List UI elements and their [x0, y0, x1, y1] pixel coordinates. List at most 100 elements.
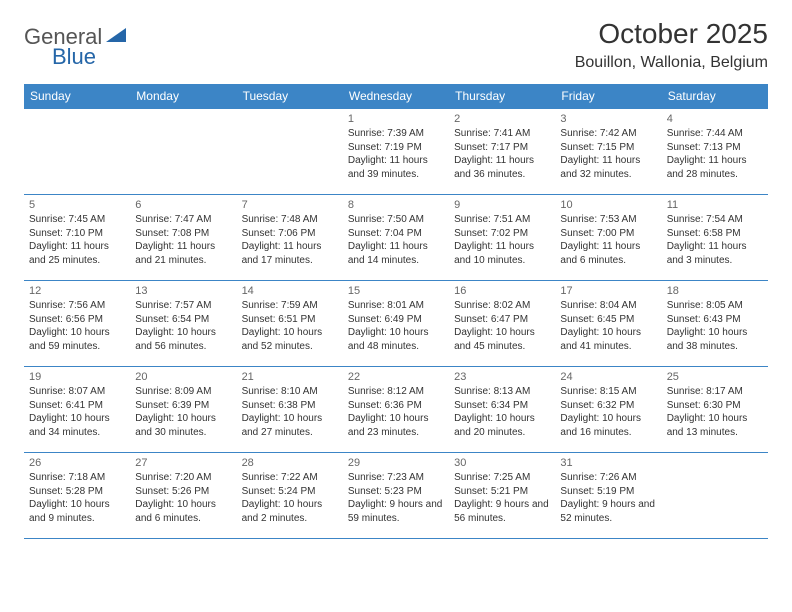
calendar-week-row: 12 Sunrise: 7:56 AMSunset: 6:56 PMDayligh…: [24, 281, 768, 367]
calendar-day-cell: 14 Sunrise: 7:59 AMSunset: 6:51 PMDayligh…: [237, 281, 343, 367]
calendar-day-cell: 27Sunrise: 7:20 AMSunset: 5:26 PMDayligh…: [130, 453, 236, 539]
calendar-day-cell: 18 Sunrise: 8:05 AMSunset: 6:43 PMDayligh…: [662, 281, 768, 367]
calendar-day-cell: 29 Sunrise: 7:23 AMSunset: 5:23 PMDayligh…: [343, 453, 449, 539]
day-number: 29: [348, 457, 444, 469]
day-info: Sunrise: 7:48 AMSunset: 7:06 PMDaylight:…: [242, 213, 338, 267]
calendar-day-cell: 12 Sunrise: 7:56 AMSunset: 6:56 PMDayligh…: [24, 281, 130, 367]
calendar-week-row: 19Sunrise: 8:07 AMSunset: 6:41 PMDayligh…: [24, 367, 768, 453]
calendar-day-cell: 2Sunrise: 7:41 AMSunset: 7:17 PMDaylight…: [449, 109, 555, 195]
day-info: Sunrise: 7:26 AMSunset: 5:19 PMDaylight:…: [560, 471, 656, 525]
day-info: Sunrise: 7:23 AMSunset: 5:23 PMDaylight:…: [348, 471, 444, 525]
weekday-header: Tuesday: [237, 84, 343, 109]
weekday-header: Saturday: [662, 84, 768, 109]
logo-text-blue: Blue: [52, 44, 96, 69]
day-number: 10: [560, 199, 656, 211]
weekday-header: Wednesday: [343, 84, 449, 109]
calendar-week-row: 26 Sunrise: 7:18 AMSunset: 5:28 PMDayligh…: [24, 453, 768, 539]
day-number: 20: [135, 371, 231, 383]
weekday-header: Sunday: [24, 84, 130, 109]
day-number: 8: [348, 199, 444, 211]
calendar-day-cell: 19Sunrise: 8:07 AMSunset: 6:41 PMDayligh…: [24, 367, 130, 453]
calendar-day-cell: 25 Sunrise: 8:17 AMSunset: 6:30 PMDayligh…: [662, 367, 768, 453]
calendar-day-cell: 3 Sunrise: 7:42 AMSunset: 7:15 PMDaylight…: [555, 109, 661, 195]
calendar-day-cell: 24 Sunrise: 8:15 AMSunset: 6:32 PMDayligh…: [555, 367, 661, 453]
weekday-header: Monday: [130, 84, 236, 109]
calendar-day-cell: 7 Sunrise: 7:48 AMSunset: 7:06 PMDaylight…: [237, 195, 343, 281]
calendar-day-cell: 13Sunrise: 7:57 AMSunset: 6:54 PMDayligh…: [130, 281, 236, 367]
day-number: 12: [29, 285, 125, 297]
day-info: Sunrise: 7:54 AMSunset: 6:58 PMDaylight:…: [667, 213, 763, 267]
day-number: 30: [454, 457, 550, 469]
calendar-day-cell: 22Sunrise: 8:12 AMSunset: 6:36 PMDayligh…: [343, 367, 449, 453]
calendar-day-cell: 30 Sunrise: 7:25 AMSunset: 5:21 PMDayligh…: [449, 453, 555, 539]
day-number: 31: [560, 457, 656, 469]
day-info: Sunrise: 7:39 AMSunset: 7:19 PMDaylight:…: [348, 127, 444, 181]
calendar-day-cell: 10 Sunrise: 7:53 AMSunset: 7:00 PMDayligh…: [555, 195, 661, 281]
day-info: Sunrise: 8:13 AMSunset: 6:34 PMDaylight:…: [454, 385, 550, 439]
day-number: 28: [242, 457, 338, 469]
calendar-day-cell: [130, 109, 236, 195]
weekday-header: Thursday: [449, 84, 555, 109]
day-info: Sunrise: 7:53 AMSunset: 7:00 PMDaylight:…: [560, 213, 656, 267]
day-number: 7: [242, 199, 338, 211]
day-info: Sunrise: 8:04 AMSunset: 6:45 PMDaylight:…: [560, 299, 656, 353]
calendar-week-row: 1 Sunrise: 7:39 AMSunset: 7:19 PMDaylight…: [24, 109, 768, 195]
logo-triangle-icon: [106, 26, 128, 49]
calendar-day-cell: [24, 109, 130, 195]
day-number: 17: [560, 285, 656, 297]
day-info: Sunrise: 8:05 AMSunset: 6:43 PMDaylight:…: [667, 299, 763, 353]
calendar-day-cell: 4Sunrise: 7:44 AMSunset: 7:13 PMDaylight…: [662, 109, 768, 195]
day-info: Sunrise: 7:51 AMSunset: 7:02 PMDaylight:…: [454, 213, 550, 267]
day-number: 14: [242, 285, 338, 297]
day-info: Sunrise: 7:20 AMSunset: 5:26 PMDaylight:…: [135, 471, 231, 525]
weekday-header: Friday: [555, 84, 661, 109]
day-number: 1: [348, 113, 444, 125]
day-number: 6: [135, 199, 231, 211]
title-block: October 2025 Bouillon, Wallonia, Belgium: [575, 18, 768, 72]
day-info: Sunrise: 7:44 AMSunset: 7:13 PMDaylight:…: [667, 127, 763, 181]
day-number: 15: [348, 285, 444, 297]
day-number: 3: [560, 113, 656, 125]
calendar-day-cell: 28 Sunrise: 7:22 AMSunset: 5:24 PMDayligh…: [237, 453, 343, 539]
calendar-day-cell: 15 Sunrise: 8:01 AMSunset: 6:49 PMDayligh…: [343, 281, 449, 367]
calendar-week-row: 5Sunrise: 7:45 AMSunset: 7:10 PMDaylight…: [24, 195, 768, 281]
logo-blue-wrap: Blue: [52, 44, 96, 70]
day-number: 22: [348, 371, 444, 383]
day-number: 2: [454, 113, 550, 125]
day-number: 9: [454, 199, 550, 211]
calendar-day-cell: 9 Sunrise: 7:51 AMSunset: 7:02 PMDaylight…: [449, 195, 555, 281]
day-number: 26: [29, 457, 125, 469]
day-info: Sunrise: 7:45 AMSunset: 7:10 PMDaylight:…: [29, 213, 125, 267]
day-info: Sunrise: 8:17 AMSunset: 6:30 PMDaylight:…: [667, 385, 763, 439]
calendar-day-cell: 6Sunrise: 7:47 AMSunset: 7:08 PMDaylight…: [130, 195, 236, 281]
day-info: Sunrise: 7:18 AMSunset: 5:28 PMDaylight:…: [29, 471, 125, 525]
calendar-day-cell: [237, 109, 343, 195]
calendar-day-cell: 1 Sunrise: 7:39 AMSunset: 7:19 PMDaylight…: [343, 109, 449, 195]
day-number: 19: [29, 371, 125, 383]
page-header: General October 2025 Bouillon, Wallonia,…: [24, 18, 768, 72]
day-number: 25: [667, 371, 763, 383]
day-info: Sunrise: 7:25 AMSunset: 5:21 PMDaylight:…: [454, 471, 550, 525]
calendar-day-cell: [662, 453, 768, 539]
day-info: Sunrise: 7:42 AMSunset: 7:15 PMDaylight:…: [560, 127, 656, 181]
day-number: 24: [560, 371, 656, 383]
day-number: 16: [454, 285, 550, 297]
day-info: Sunrise: 7:22 AMSunset: 5:24 PMDaylight:…: [242, 471, 338, 525]
day-info: Sunrise: 8:02 AMSunset: 6:47 PMDaylight:…: [454, 299, 550, 353]
day-info: Sunrise: 7:50 AMSunset: 7:04 PMDaylight:…: [348, 213, 444, 267]
day-number: 18: [667, 285, 763, 297]
calendar-day-cell: 20 Sunrise: 8:09 AMSunset: 6:39 PMDayligh…: [130, 367, 236, 453]
calendar-day-cell: 21Sunrise: 8:10 AMSunset: 6:38 PMDayligh…: [237, 367, 343, 453]
day-info: Sunrise: 7:57 AMSunset: 6:54 PMDaylight:…: [135, 299, 231, 353]
calendar-day-cell: 31 Sunrise: 7:26 AMSunset: 5:19 PMDayligh…: [555, 453, 661, 539]
calendar-table: SundayMondayTuesdayWednesdayThursdayFrid…: [24, 84, 768, 539]
day-info: Sunrise: 8:10 AMSunset: 6:38 PMDaylight:…: [242, 385, 338, 439]
month-title: October 2025: [575, 18, 768, 50]
day-info: Sunrise: 7:59 AMSunset: 6:51 PMDaylight:…: [242, 299, 338, 353]
day-info: Sunrise: 8:15 AMSunset: 6:32 PMDaylight:…: [560, 385, 656, 439]
day-info: Sunrise: 8:09 AMSunset: 6:39 PMDaylight:…: [135, 385, 231, 439]
day-info: Sunrise: 7:56 AMSunset: 6:56 PMDaylight:…: [29, 299, 125, 353]
calendar-day-cell: 16 Sunrise: 8:02 AMSunset: 6:47 PMDayligh…: [449, 281, 555, 367]
day-info: Sunrise: 8:01 AMSunset: 6:49 PMDaylight:…: [348, 299, 444, 353]
calendar-body: 1 Sunrise: 7:39 AMSunset: 7:19 PMDaylight…: [24, 109, 768, 539]
